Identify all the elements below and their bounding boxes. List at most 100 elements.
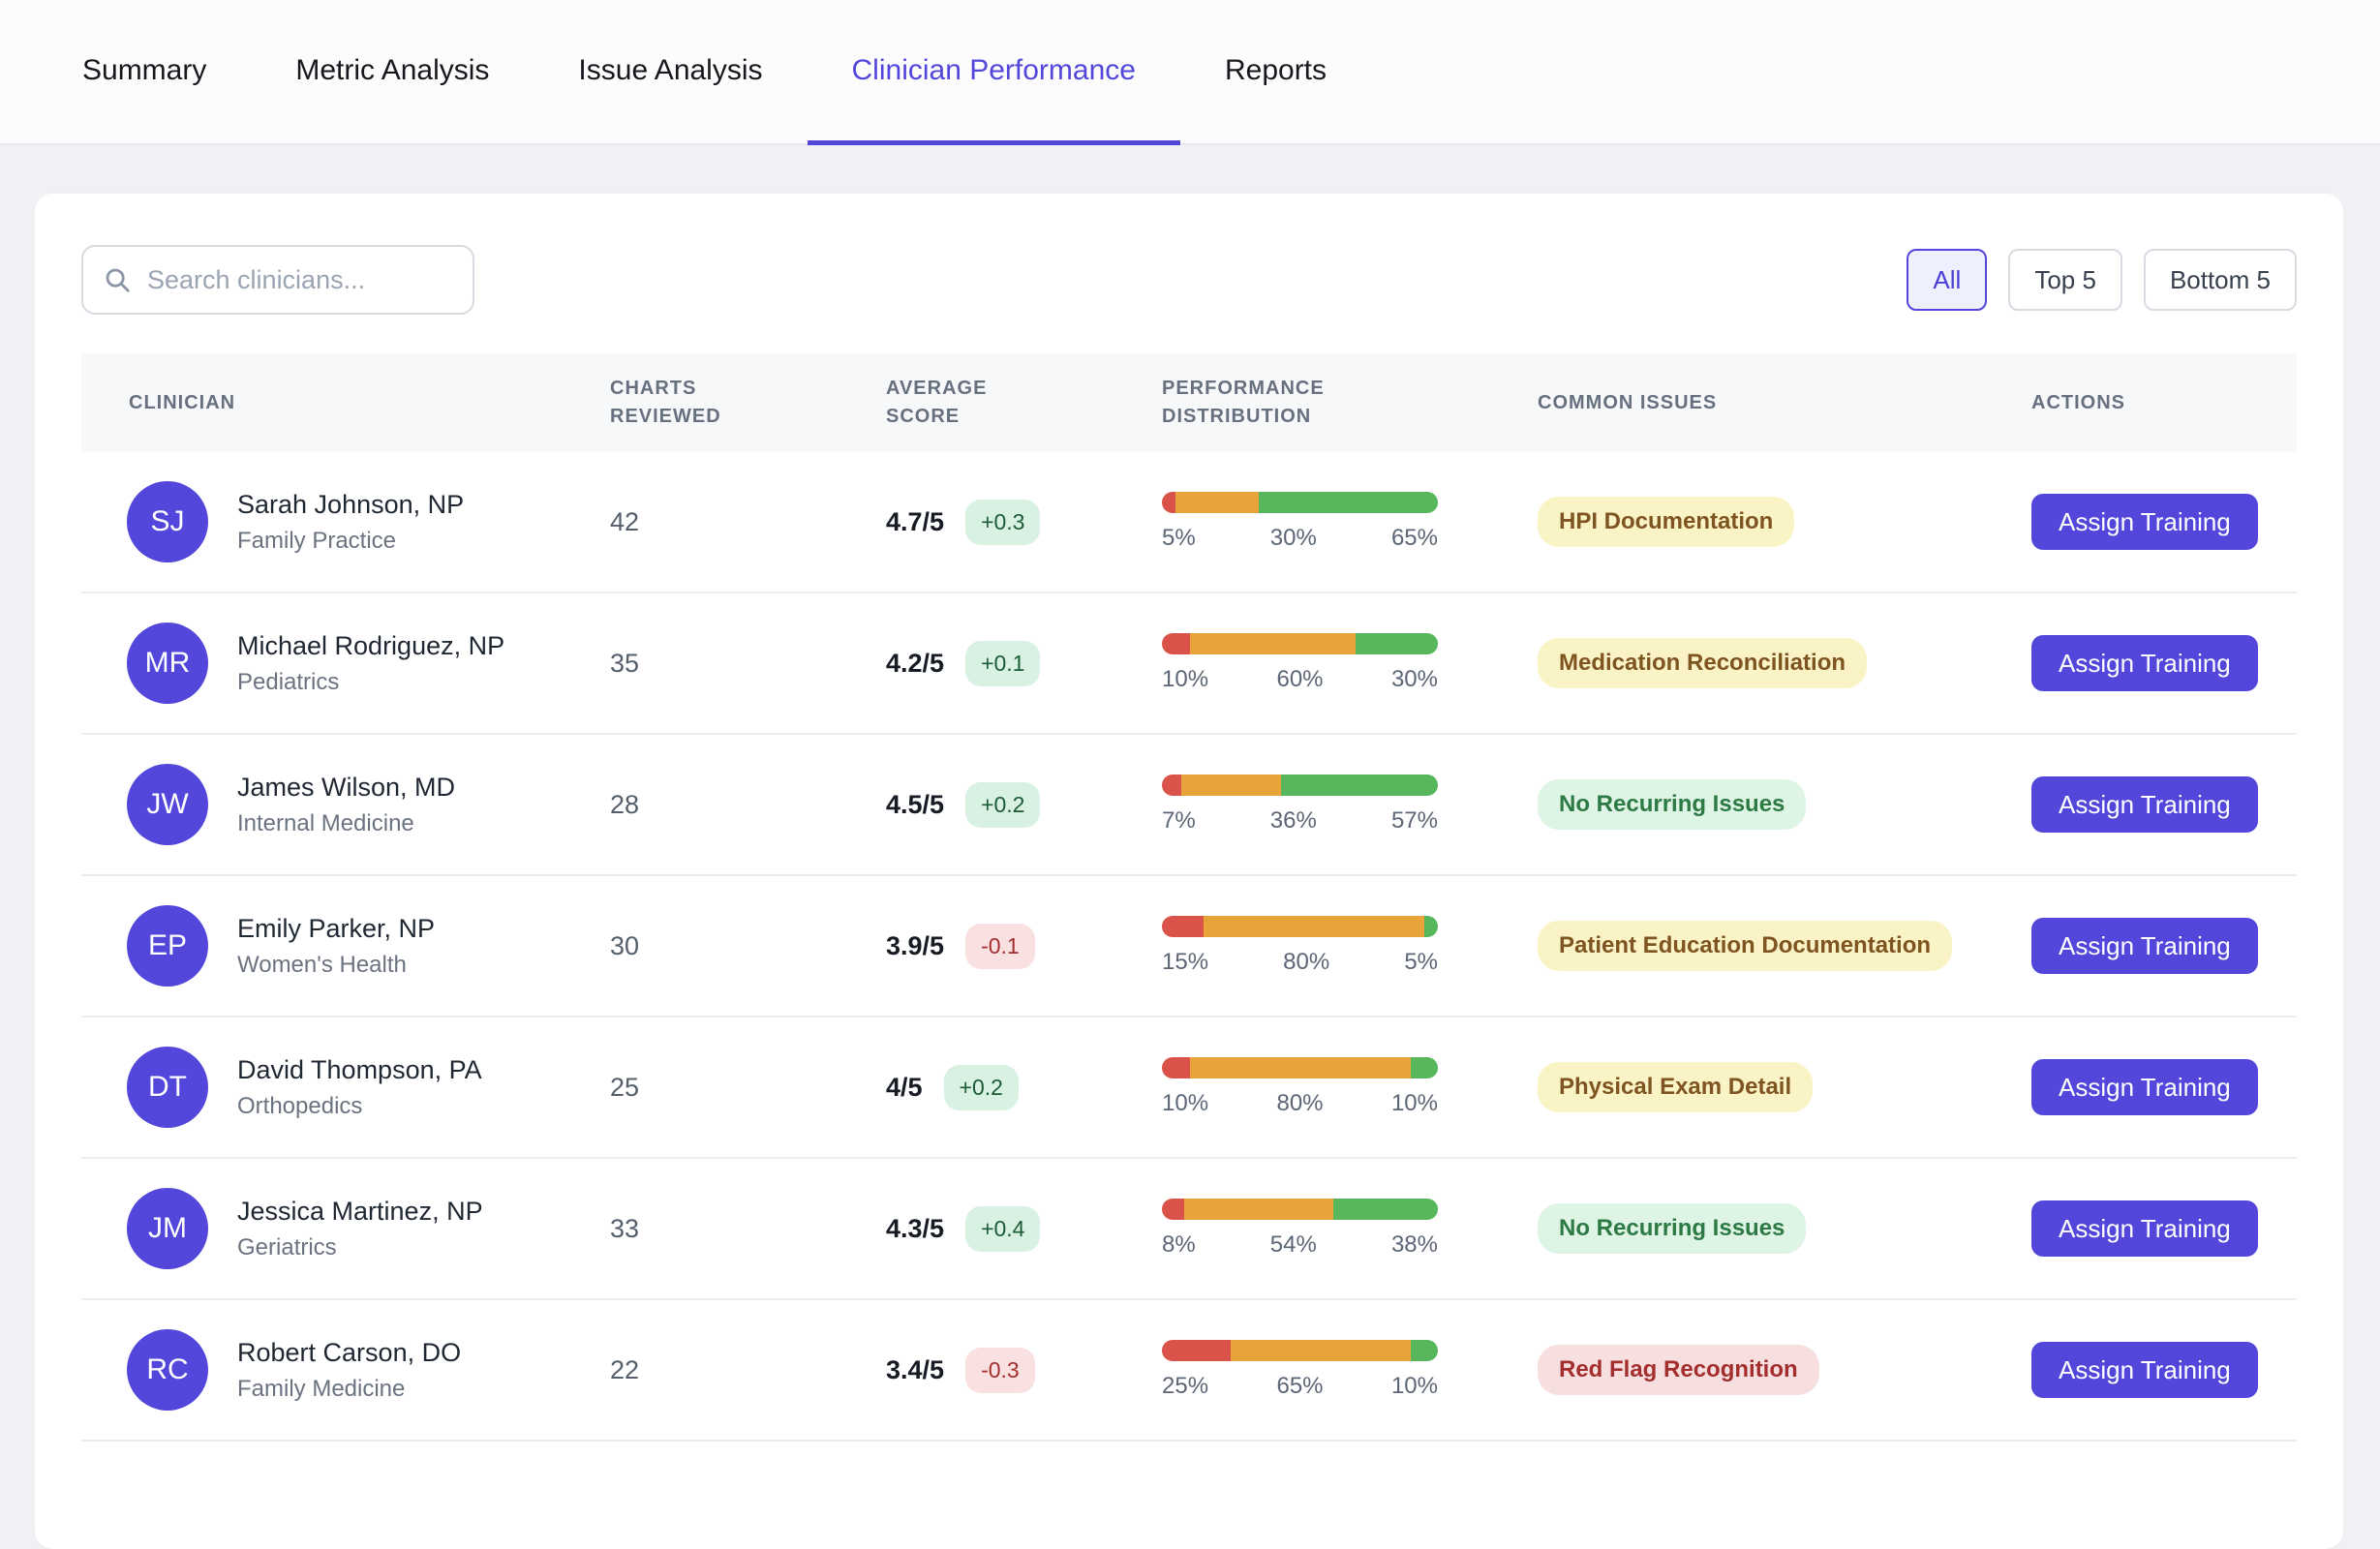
average-score: 4.7/5 xyxy=(886,507,944,537)
avatar: RC xyxy=(127,1329,208,1411)
distribution-segment-orange xyxy=(1231,1340,1410,1361)
column-header-clinician: Clinician xyxy=(81,389,610,417)
avatar: MR xyxy=(127,623,208,704)
score-delta-badge: +0.4 xyxy=(965,1206,1040,1252)
performance-distribution: 25% 65% 10% xyxy=(1162,1340,1438,1400)
distribution-green-label: 5% xyxy=(1404,949,1438,976)
table-body: SJ Sarah Johnson, NP Family Practice 42 … xyxy=(81,452,2297,1442)
average-score: 4.2/5 xyxy=(886,649,944,679)
distribution-segment-green xyxy=(1356,633,1439,654)
clinician-row: MR Michael Rodriguez, NP Pediatrics 35 4… xyxy=(81,593,2297,735)
tab-summary[interactable]: Summary xyxy=(38,0,251,145)
distribution-red-label: 10% xyxy=(1162,666,1208,693)
distribution-bar xyxy=(1162,916,1438,937)
distribution-segment-green xyxy=(1259,492,1438,513)
assign-training-button[interactable]: Assign Training xyxy=(2031,1342,2258,1398)
clinician-specialty: Internal Medicine xyxy=(237,810,455,837)
table-header: Clinician Charts Reviewed Average Score … xyxy=(81,353,2297,452)
charts-reviewed: 33 xyxy=(610,1214,886,1244)
clinician-row: SJ Sarah Johnson, NP Family Practice 42 … xyxy=(81,452,2297,593)
clinician-row: JW James Wilson, MD Internal Medicine 28… xyxy=(81,735,2297,876)
clinician-row: JM Jessica Martinez, NP Geriatrics 33 4.… xyxy=(81,1159,2297,1300)
clinician-row: DT David Thompson, PA Orthopedics 25 4/5… xyxy=(81,1017,2297,1159)
column-header-charts-reviewed: Charts Reviewed xyxy=(610,375,886,431)
average-score: 4.3/5 xyxy=(886,1214,944,1244)
distribution-segment-red xyxy=(1162,1340,1231,1361)
distribution-segment-orange xyxy=(1190,633,1356,654)
distribution-red-label: 25% xyxy=(1162,1373,1208,1400)
distribution-orange-label: 65% xyxy=(1276,1373,1323,1400)
distribution-segment-red xyxy=(1162,633,1190,654)
clinician-table: Clinician Charts Reviewed Average Score … xyxy=(81,353,2297,1442)
avatar: SJ xyxy=(127,481,208,562)
issue-badge: Patient Education Documentation xyxy=(1538,921,1952,971)
distribution-red-label: 8% xyxy=(1162,1231,1196,1259)
tab-metric-analysis[interactable]: Metric Analysis xyxy=(251,0,534,145)
average-score: 3.4/5 xyxy=(886,1355,944,1385)
search-box[interactable] xyxy=(81,245,474,315)
score-delta-badge: +0.1 xyxy=(965,641,1040,686)
assign-training-button[interactable]: Assign Training xyxy=(2031,635,2258,691)
charts-reviewed: 30 xyxy=(610,931,886,961)
distribution-segment-red xyxy=(1162,916,1204,937)
assign-training-button[interactable]: Assign Training xyxy=(2031,1200,2258,1257)
search-input[interactable] xyxy=(147,265,453,295)
distribution-bar xyxy=(1162,774,1438,796)
distribution-red-label: 5% xyxy=(1162,525,1196,552)
clinician-specialty: Geriatrics xyxy=(237,1234,483,1261)
distribution-segment-orange xyxy=(1204,916,1424,937)
distribution-segment-red xyxy=(1162,774,1181,796)
clinician-name: Emily Parker, NP xyxy=(237,914,435,944)
clinician-name: David Thompson, PA xyxy=(237,1055,482,1085)
issue-badge: Physical Exam Detail xyxy=(1538,1062,1813,1112)
issue-badge: No Recurring Issues xyxy=(1538,1203,1806,1254)
tab-issue-analysis[interactable]: Issue Analysis xyxy=(534,0,807,145)
score-delta-badge: -0.1 xyxy=(965,924,1035,969)
issue-badge: No Recurring Issues xyxy=(1538,779,1806,830)
distribution-segment-green xyxy=(1333,1199,1438,1220)
distribution-segment-green xyxy=(1424,916,1438,937)
filter-button-top-5[interactable]: Top 5 xyxy=(2008,249,2122,311)
charts-reviewed: 22 xyxy=(610,1355,886,1385)
performance-distribution: 15% 80% 5% xyxy=(1162,916,1438,976)
avatar: JW xyxy=(127,764,208,845)
distribution-green-label: 10% xyxy=(1391,1373,1438,1400)
average-score: 4.5/5 xyxy=(886,790,944,820)
column-header-average-score: Average Score xyxy=(886,375,1162,431)
distribution-red-label: 10% xyxy=(1162,1090,1208,1117)
clinician-specialty: Pediatrics xyxy=(237,669,504,696)
issue-badge: Medication Reconciliation xyxy=(1538,638,1867,688)
charts-reviewed: 28 xyxy=(610,790,886,820)
tab-reports[interactable]: Reports xyxy=(1180,0,1371,145)
average-score: 4/5 xyxy=(886,1073,923,1103)
distribution-orange-label: 80% xyxy=(1276,1090,1323,1117)
distribution-green-label: 57% xyxy=(1391,807,1438,835)
assign-training-button[interactable]: Assign Training xyxy=(2031,776,2258,833)
score-delta-badge: +0.2 xyxy=(965,782,1040,828)
tab-clinician-performance[interactable]: Clinician Performance xyxy=(808,0,1180,145)
performance-distribution: 7% 36% 57% xyxy=(1162,774,1438,835)
search-icon xyxy=(103,265,132,294)
assign-training-button[interactable]: Assign Training xyxy=(2031,494,2258,550)
distribution-segment-green xyxy=(1411,1057,1439,1078)
distribution-green-label: 30% xyxy=(1391,666,1438,693)
assign-training-button[interactable]: Assign Training xyxy=(2031,918,2258,974)
distribution-bar xyxy=(1162,1057,1438,1078)
column-header-performance-distribution: Performance Distribution xyxy=(1162,375,1538,431)
clinician-performance-panel: All Top 5 Bottom 5 Clinician Charts Revi… xyxy=(35,194,2343,1549)
assign-training-button[interactable]: Assign Training xyxy=(2031,1059,2258,1115)
distribution-segment-green xyxy=(1281,774,1438,796)
distribution-segment-green xyxy=(1411,1340,1439,1361)
distribution-bar xyxy=(1162,1340,1438,1361)
filter-button-all[interactable]: All xyxy=(1907,249,1987,311)
clinician-name: Sarah Johnson, NP xyxy=(237,490,464,520)
clinician-specialty: Family Practice xyxy=(237,528,464,555)
distribution-orange-label: 30% xyxy=(1270,525,1317,552)
charts-reviewed: 25 xyxy=(610,1073,886,1103)
issue-badge: HPI Documentation xyxy=(1538,497,1794,547)
clinician-specialty: Orthopedics xyxy=(237,1093,482,1120)
score-delta-badge: +0.2 xyxy=(944,1065,1019,1110)
filter-button-bottom-5[interactable]: Bottom 5 xyxy=(2144,249,2297,311)
distribution-segment-red xyxy=(1162,492,1175,513)
avatar: EP xyxy=(127,905,208,987)
